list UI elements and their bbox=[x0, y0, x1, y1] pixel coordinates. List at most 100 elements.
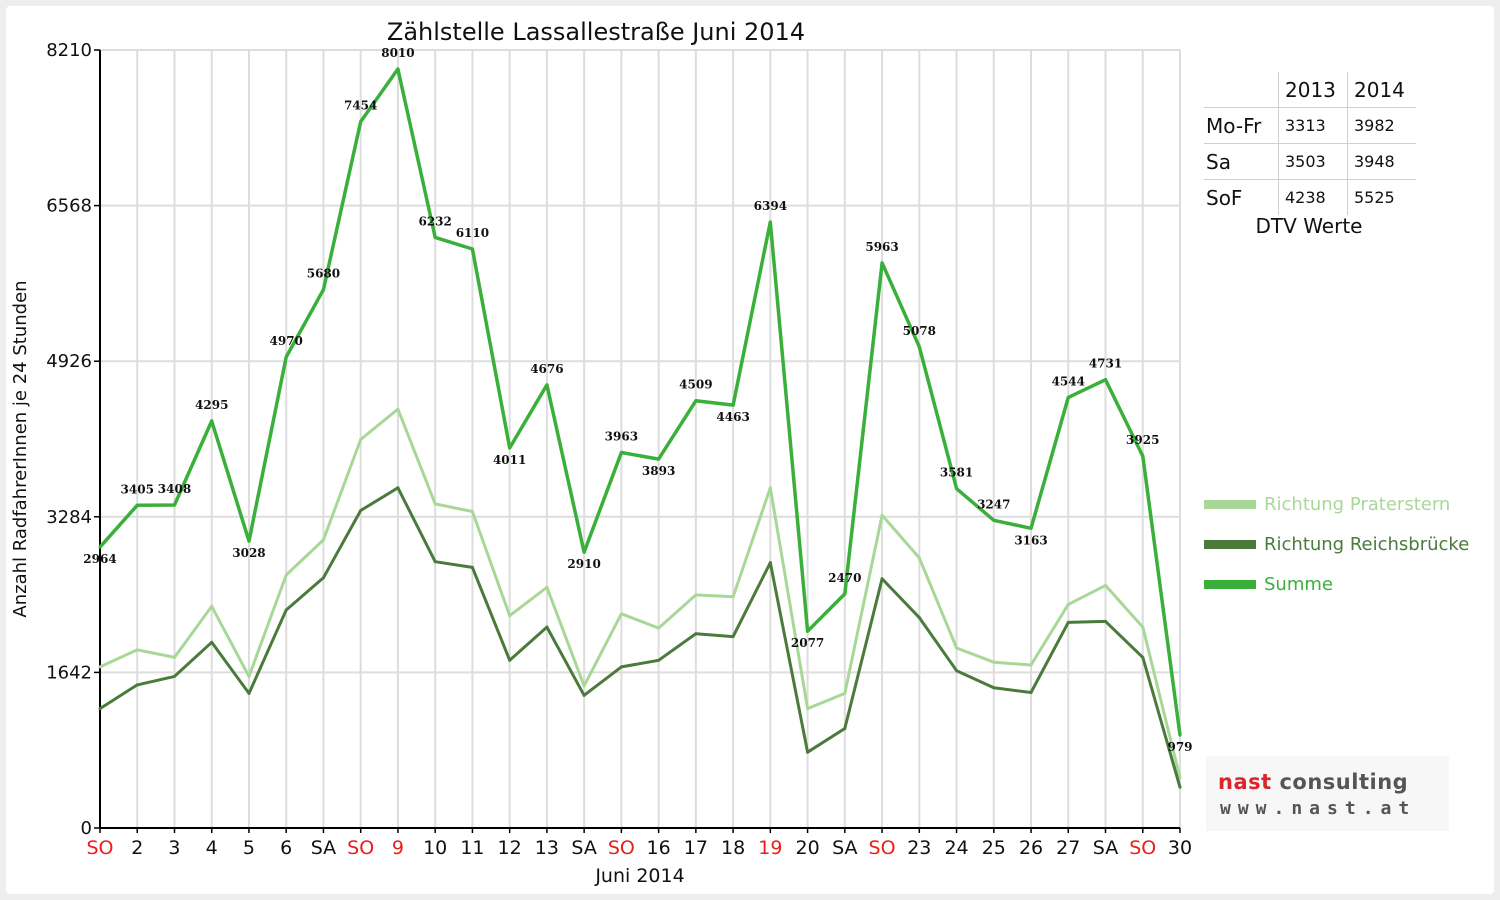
data-point bbox=[135, 683, 139, 687]
x-tick-label: 17 bbox=[684, 837, 708, 859]
data-label: 3163 bbox=[1014, 533, 1047, 547]
data-label: 4295 bbox=[195, 398, 228, 412]
data-label: 979 bbox=[1167, 740, 1192, 754]
data-point bbox=[247, 691, 251, 695]
data-label: 3408 bbox=[158, 482, 191, 496]
data-point bbox=[98, 665, 102, 669]
dtv-cell: 3503 bbox=[1278, 143, 1348, 180]
data-label: 6110 bbox=[456, 226, 489, 240]
data-label: 4676 bbox=[530, 362, 563, 376]
data-point bbox=[1029, 526, 1033, 530]
data-point bbox=[98, 545, 102, 549]
dtv-header-empty bbox=[1204, 72, 1279, 108]
x-tick-label: 3 bbox=[168, 837, 180, 859]
data-point bbox=[396, 407, 400, 411]
data-point bbox=[1104, 583, 1108, 587]
x-tick-label: SA bbox=[832, 837, 857, 859]
y-tick-label: 1642 bbox=[46, 662, 92, 683]
data-point bbox=[806, 629, 810, 633]
data-label: 4463 bbox=[716, 410, 749, 424]
y-axis-title: Anzahl RadfahrerInnen je 24 Stunden bbox=[10, 280, 31, 617]
x-tick-label: 30 bbox=[1168, 837, 1192, 859]
data-point bbox=[992, 660, 996, 664]
data-point bbox=[955, 669, 959, 673]
data-point bbox=[247, 674, 251, 678]
data-label: 2910 bbox=[567, 557, 600, 571]
data-point bbox=[1141, 454, 1145, 458]
data-point bbox=[694, 593, 698, 597]
x-axis-title: Juni 2014 bbox=[594, 865, 684, 887]
data-label: 4970 bbox=[270, 334, 303, 348]
data-label: 3893 bbox=[642, 464, 675, 478]
data-point bbox=[768, 486, 772, 490]
data-label: 5963 bbox=[865, 240, 898, 254]
data-point bbox=[284, 608, 288, 612]
data-label: 5680 bbox=[307, 267, 340, 281]
data-point bbox=[433, 235, 437, 239]
x-tick-label: 25 bbox=[982, 837, 1006, 859]
dtv-row-label: Sa bbox=[1204, 143, 1279, 180]
x-tick-label: 18 bbox=[721, 837, 745, 859]
data-point bbox=[359, 120, 363, 124]
x-tick-label: SO bbox=[1129, 837, 1156, 859]
data-point bbox=[433, 502, 437, 506]
data-point bbox=[508, 614, 512, 618]
data-label: 3028 bbox=[232, 546, 265, 560]
data-point bbox=[284, 355, 288, 359]
data-point bbox=[582, 684, 586, 688]
data-point bbox=[955, 646, 959, 650]
dtv-row-mofr: Mo-Fr 3313 3982 bbox=[1204, 107, 1416, 144]
data-label: 4509 bbox=[679, 378, 712, 392]
legend-item-praterstern: Richtung Praterstern bbox=[1204, 494, 1450, 515]
y-tick-label: 4926 bbox=[46, 351, 92, 372]
x-tick-label: 12 bbox=[498, 837, 522, 859]
x-tick-label: 27 bbox=[1056, 837, 1080, 859]
data-point bbox=[731, 595, 735, 599]
series-line-2 bbox=[99, 486, 1182, 788]
x-tick-label: 20 bbox=[795, 837, 819, 859]
data-point bbox=[321, 288, 325, 292]
y-tick-label: 6568 bbox=[46, 196, 92, 217]
x-tick-label: 5 bbox=[243, 837, 255, 859]
data-point bbox=[1104, 619, 1108, 623]
data-point bbox=[1029, 690, 1033, 694]
data-point bbox=[470, 509, 474, 513]
y-tick-label: 8210 bbox=[46, 40, 92, 61]
data-point bbox=[135, 503, 139, 507]
data-point bbox=[433, 560, 437, 564]
legend-swatch bbox=[1204, 540, 1256, 549]
data-point bbox=[545, 383, 549, 387]
data-point bbox=[210, 419, 214, 423]
data-point bbox=[955, 487, 959, 491]
dtv-cell: 3313 bbox=[1278, 107, 1348, 144]
data-point bbox=[843, 592, 847, 596]
data-point bbox=[1178, 733, 1182, 737]
data-label: 3925 bbox=[1126, 433, 1159, 447]
data-point bbox=[470, 565, 474, 569]
y-tick-label: 0 bbox=[81, 818, 92, 839]
legend-item-summe: Summe bbox=[1204, 574, 1333, 595]
x-tick-label: 23 bbox=[907, 837, 931, 859]
legend-label: Richtung Reichsbrücke bbox=[1264, 534, 1470, 555]
data-point bbox=[508, 446, 512, 450]
data-point bbox=[657, 626, 661, 630]
y-tick-label: 3284 bbox=[46, 507, 92, 528]
x-tick-label: 9 bbox=[392, 837, 404, 859]
data-point bbox=[843, 726, 847, 730]
x-tick-label: SA bbox=[1093, 837, 1118, 859]
dtv-cell: 4238 bbox=[1278, 179, 1348, 215]
legend-swatch bbox=[1204, 500, 1256, 509]
data-label: 2077 bbox=[791, 636, 824, 650]
data-label: 4544 bbox=[1052, 374, 1085, 388]
data-label: 8010 bbox=[381, 46, 414, 60]
data-point bbox=[1029, 663, 1033, 667]
data-label: 3247 bbox=[977, 497, 1010, 511]
data-point bbox=[359, 509, 363, 513]
x-tick-label: 2 bbox=[131, 837, 143, 859]
x-tick-label: SO bbox=[869, 837, 896, 859]
data-label: 5078 bbox=[903, 324, 936, 338]
data-label: 2964 bbox=[83, 552, 116, 566]
dtv-row-label: Mo-Fr bbox=[1204, 107, 1279, 144]
legend-label: Summe bbox=[1264, 574, 1333, 595]
